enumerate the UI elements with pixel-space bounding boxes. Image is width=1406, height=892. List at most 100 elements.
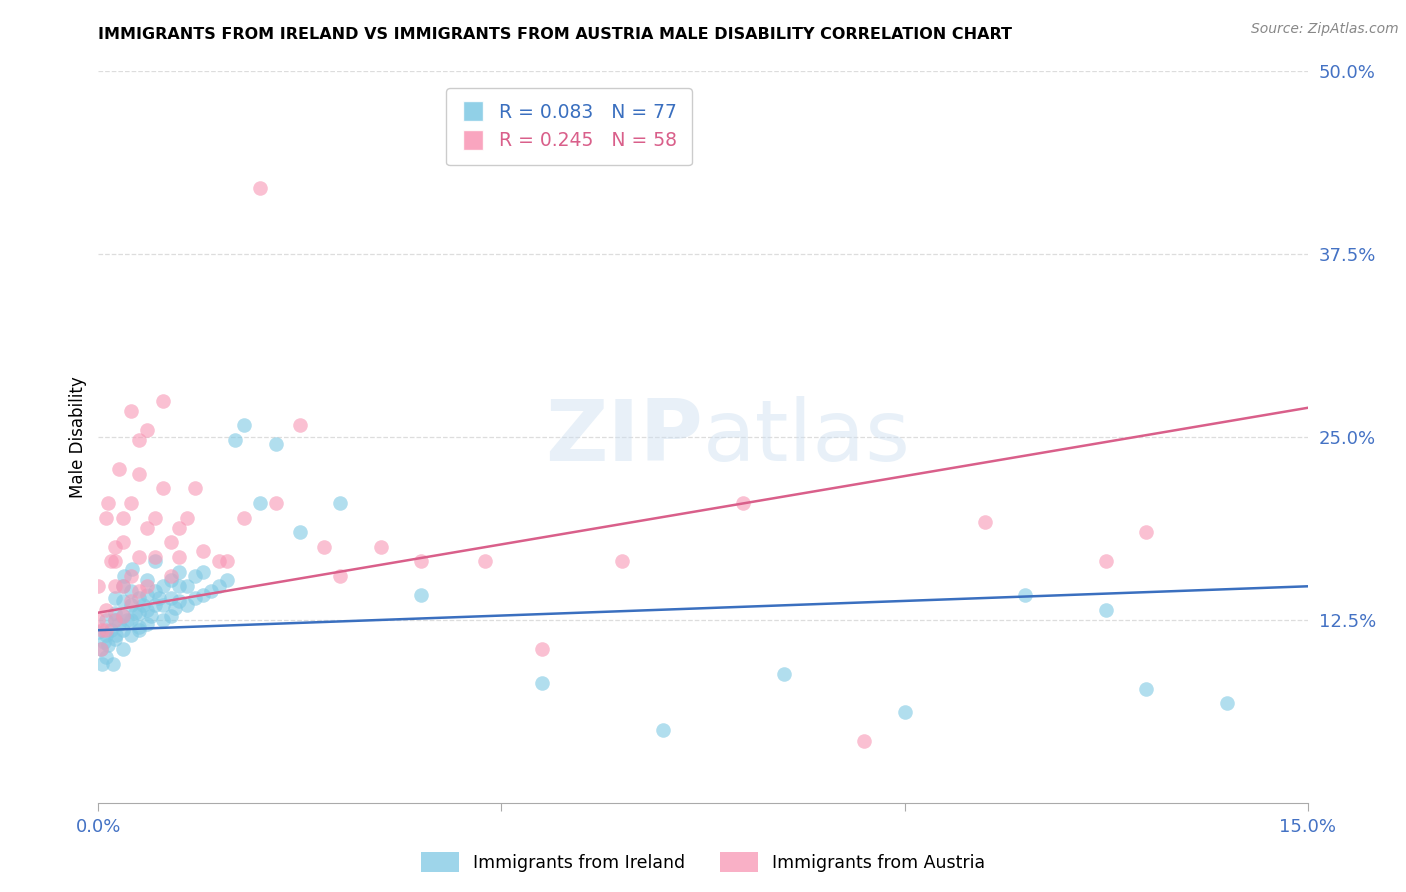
Point [135,423,157,437]
Point [160,591,183,605]
Point [1216,696,1239,710]
Point [184,569,207,583]
Point [152,579,174,593]
Point [163,601,186,615]
Point [96,510,118,524]
Point [232,510,254,524]
Point [1135,525,1157,540]
Point [135,617,157,632]
Point [103,606,125,620]
Point [115,613,138,627]
Point [132,599,155,613]
Point [107,462,129,476]
Legend: Immigrants from Ireland, Immigrants from Austria: Immigrants from Ireland, Immigrants from… [413,845,993,879]
Point [128,606,150,620]
Point [853,734,876,748]
Text: IMMIGRANTS FROM IRELAND VS IMMIGRANTS FROM AUSTRIA MALE DISABILITY CORRELATION C: IMMIGRANTS FROM IRELAND VS IMMIGRANTS FR… [98,27,1012,42]
Point [87,624,110,639]
Point [370,540,392,554]
Point [105,627,128,641]
Point [111,594,134,608]
Point [148,591,170,605]
Point [103,579,125,593]
Point [111,608,134,623]
Point [193,544,215,558]
Point [107,617,129,632]
Point [96,603,118,617]
Point [152,613,174,627]
Point [128,623,150,637]
Point [1135,681,1157,696]
Point [193,565,215,579]
Point [176,599,198,613]
Point [167,594,190,608]
Point [135,579,157,593]
Point [128,433,150,447]
Point [612,554,634,568]
Point [103,632,125,646]
Point [329,496,352,510]
Point [87,579,110,593]
Point [249,181,271,195]
Point [143,583,166,598]
Point [217,574,239,588]
Point [96,613,118,627]
Point [160,569,183,583]
Point [120,403,142,417]
Point [93,635,115,649]
Point [120,613,142,627]
Point [96,627,118,641]
Point [111,510,134,524]
Point [208,554,231,568]
Point [100,623,122,637]
Point [193,588,215,602]
Point [249,496,271,510]
Point [1014,588,1036,602]
Point [128,591,150,605]
Point [120,594,142,608]
Point [651,723,673,737]
Point [143,554,166,568]
Point [97,638,120,652]
Point [1095,554,1118,568]
Point [772,667,794,681]
Point [111,535,134,549]
Point [288,418,311,433]
Point [135,574,157,588]
Point [208,579,231,593]
Point [409,588,432,602]
Point [167,549,190,564]
Point [111,579,134,593]
Point [96,623,118,637]
Text: ZIP: ZIP [546,395,703,479]
Point [224,433,246,447]
Point [152,393,174,408]
Point [128,620,150,634]
Point [217,554,239,568]
Point [160,535,183,549]
Point [90,642,112,657]
Point [120,583,142,598]
Point [97,496,120,510]
Point [103,554,125,568]
Point [143,510,166,524]
Point [152,481,174,495]
Point [184,481,207,495]
Point [135,588,157,602]
Point [530,642,553,657]
Point [167,579,190,593]
Point [530,676,553,690]
Text: Source: ZipAtlas.com: Source: ZipAtlas.com [1251,22,1399,37]
Point [143,599,166,613]
Legend: R = 0.083   N = 77, R = 0.245   N = 58: R = 0.083 N = 77, R = 0.245 N = 58 [446,88,692,165]
Point [120,496,142,510]
Point [176,510,198,524]
Point [91,623,114,637]
Point [124,606,146,620]
Point [167,521,190,535]
Point [409,554,432,568]
Point [111,642,134,657]
Point [120,627,142,641]
Point [111,608,134,623]
Point [176,579,198,593]
